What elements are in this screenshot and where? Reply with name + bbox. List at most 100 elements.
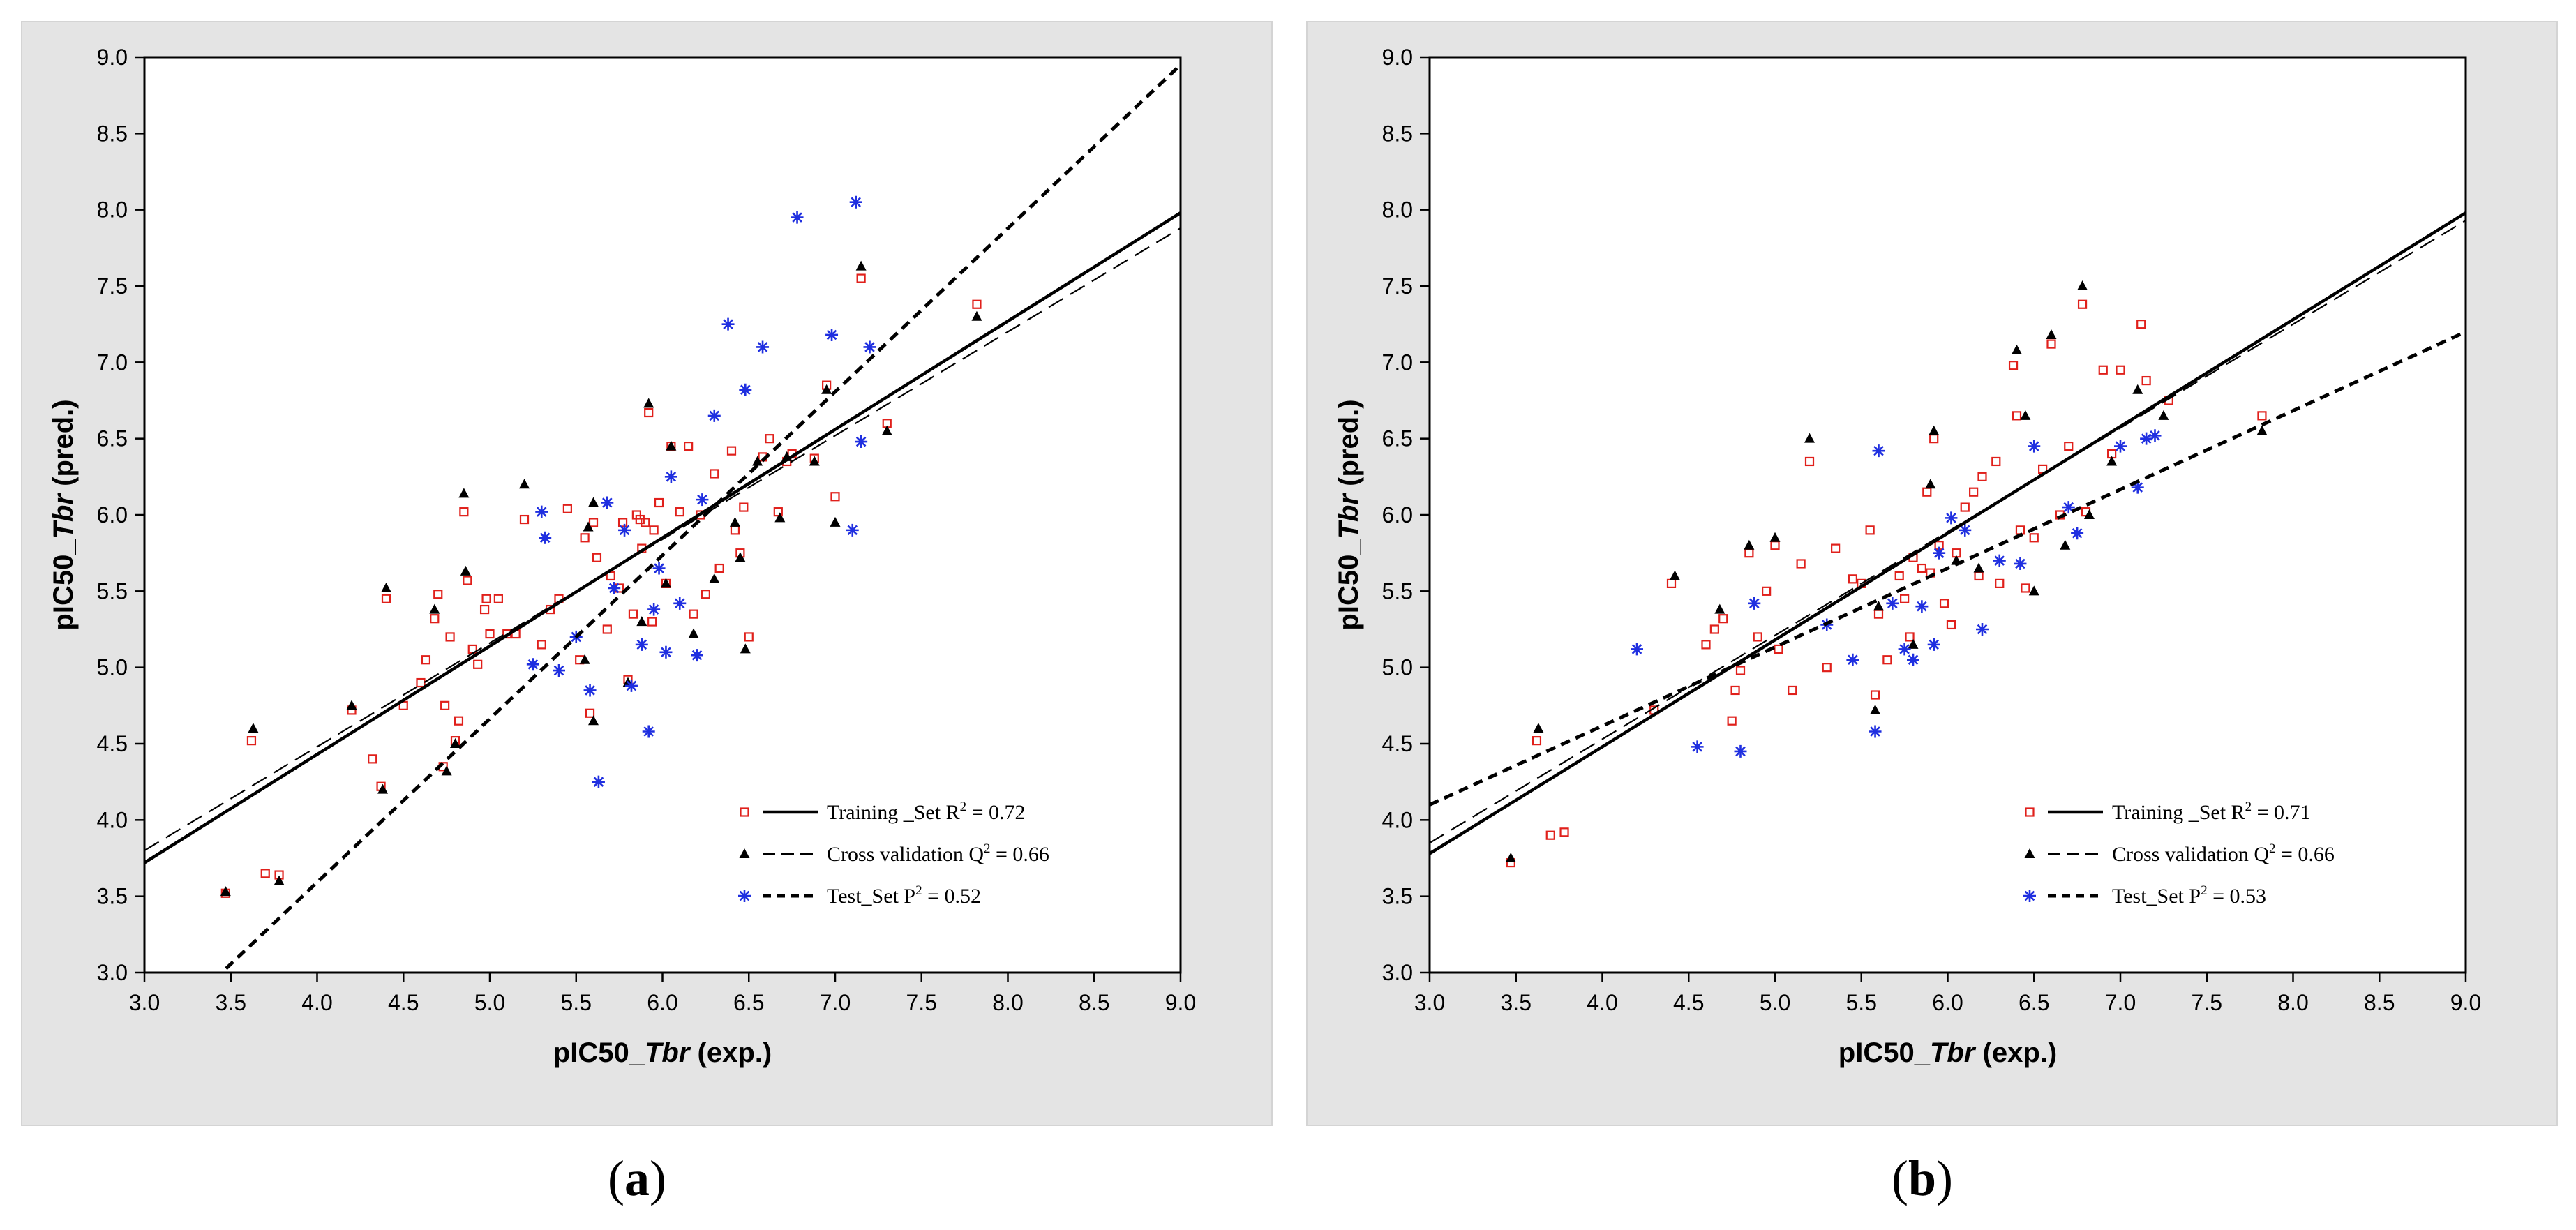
chart-a-series-1-point — [441, 765, 452, 776]
chart-panel-b: 3.0 3.5 4.0 4.5 5.0 5.5 6.0 6.5 7.0 7.5 8.0 8.5 9.0 3… — [1306, 21, 2558, 1126]
chart-b-series-2-point — [1927, 638, 1940, 651]
chart-a-legend-name-0: Training _Set R — [827, 801, 960, 824]
chart-b-series-2-point — [2114, 440, 2127, 453]
chart-b-series-1-point — [2020, 410, 2031, 420]
chart-a-series-0-point — [972, 299, 982, 309]
chart-a-x-tick-label: 3.0 — [129, 990, 160, 1015]
chart-b-series-2-point — [2131, 481, 2144, 494]
chart-a-series-2-point — [647, 603, 661, 616]
chart-a-legend-superscript-1: 2 — [984, 841, 991, 856]
chart-a-series-1-point — [752, 456, 763, 466]
chart-a-series-0-point — [641, 518, 650, 527]
chart-a-series-2-point — [583, 684, 597, 697]
chart-a-series-0-point — [701, 590, 710, 599]
chart-b-y-tick-label: 3.0 — [1382, 960, 1413, 985]
chart-a-svg: 3.0 3.5 4.0 4.5 5.0 5.5 6.0 6.5 7.0 7.5 8.0 8.5 9.0 3… — [48, 45, 1196, 1068]
chart-a-legend-label-2: Test_Set P2 = 0.52 — [827, 883, 981, 908]
chart-b-legend-label-2: Test_Set P2 = 0.53 — [2112, 883, 2266, 908]
chart-b-x-tick-label: 4.5 — [1673, 990, 1704, 1015]
chart-a-x-tick-label: 5.5 — [561, 990, 592, 1015]
chart-a-series-0-point — [440, 700, 450, 710]
chart-b-legend-superscript-1: 2 — [2269, 841, 2276, 856]
chart-b-series-1-point — [1744, 539, 1755, 550]
chart-b-series-2-point — [1976, 623, 1989, 636]
chart-a-series-1-point — [346, 700, 357, 710]
chart-a-series-1-point — [588, 497, 599, 507]
chart-b-series-2-point — [1734, 744, 1747, 758]
chart-a-series-0-point — [635, 514, 645, 525]
chart-b-series-2-point — [1886, 597, 1899, 610]
chart-b-series-0-point — [1905, 632, 1915, 642]
chart-b-series-2-point — [1993, 554, 2006, 567]
chart-a-series-0-point — [684, 441, 694, 451]
chart-a-series-0-point — [473, 659, 483, 669]
chart-a-series-0-point — [562, 504, 572, 513]
chart-b-series-0-point — [1960, 502, 1970, 512]
chart-a-series-0-point — [454, 716, 464, 726]
chart-b-series-2-point — [1898, 643, 1911, 656]
chart-a-series-0-point — [519, 514, 530, 525]
chart-a-series-1-point — [274, 875, 285, 885]
chart-a-legend-value-0: = 0.72 — [966, 801, 1025, 824]
chart-a-series-0-point — [592, 553, 602, 562]
chart-b-y-tick-label: 9.0 — [1382, 45, 1413, 70]
chart-b-y-tick-label: 5.0 — [1382, 655, 1413, 680]
chart-a-series-2-point — [707, 409, 721, 422]
chart-b-legend-superscript-0: 2 — [2245, 800, 2252, 814]
chart-a-x-tick-label: 8.0 — [992, 990, 1023, 1015]
chart-a-series-0-point — [647, 617, 657, 627]
chart-a-x-tick-label: 4.5 — [388, 990, 419, 1015]
chart-b-series-0-point — [2046, 339, 2056, 349]
chart-a-legend: Training _Set R 2 = 0.72 Cross validation … — [738, 800, 1049, 908]
chart-a-series-0-point — [649, 525, 659, 535]
chart-b-series-0-point — [1865, 525, 1875, 535]
chart-b-x-axis-label-prefix: pIC50_ — [1839, 1037, 1931, 1068]
chart-b-series-1-point — [2256, 425, 2268, 435]
chart-b-series-0-point — [1977, 472, 1987, 481]
chart-b-series-1-point — [2077, 280, 2088, 290]
chart-b-x-tick-label: 8.5 — [2364, 990, 2395, 1015]
chart-b-series-0-point — [1939, 599, 1949, 608]
chart-a-series-1-point — [429, 603, 440, 614]
chart-b-series-1-point — [2132, 384, 2143, 394]
chart-b-series-0-fit-line — [1430, 211, 2466, 855]
chart-b-series-2-point — [1915, 600, 1929, 613]
chart-a-legend-marker-1 — [739, 848, 750, 858]
chart-b-series-1-point — [1973, 562, 1984, 573]
chart-a-legend-name-2: Test_Set P — [827, 885, 915, 908]
chart-b-y-tick-label: 7.5 — [1382, 273, 1413, 299]
chart-b-series-0-point — [2064, 441, 2074, 451]
chart-b-series-2-point — [1907, 653, 1919, 666]
caption-b: (b) — [1891, 1150, 1953, 1206]
chart-b-legend-marker-1 — [2024, 848, 2035, 858]
chart-a-series-1-point — [381, 582, 391, 592]
chart-a-y-tick-label: 8.5 — [97, 121, 128, 146]
chart-b-series-0-point — [1969, 487, 1979, 497]
chart-b-series-0-point — [1870, 690, 1880, 700]
chart-a-series-0-fit-line — [144, 211, 1181, 864]
chart-a-legend-marker-0 — [740, 807, 749, 817]
chart-a-series-0-point — [537, 640, 546, 650]
chart-b-y-axis-label-suffix: (pred.) — [1333, 399, 1364, 494]
chart-a-series-2-point — [855, 435, 868, 449]
chart-b-series-0-point — [1882, 655, 1892, 665]
chart-a-series-0-point — [689, 609, 698, 619]
chart-a-x-tick-label: 8.5 — [1079, 990, 1109, 1015]
chart-a-series-0-point — [260, 869, 270, 878]
chart-a-series-0-point — [585, 708, 595, 718]
chart-a-series-1-point — [460, 565, 471, 576]
chart-a-series-0-point — [856, 273, 866, 283]
chart-b-series-1-point — [2028, 585, 2039, 596]
caption-a-letter: a — [624, 1150, 650, 1206]
chart-b-axes: 3.0 3.5 4.0 4.5 5.0 5.5 6.0 6.5 7.0 7.5 8.0 8.5 9.0 3… — [1382, 45, 2482, 1015]
chart-b-x-tick-label: 7.5 — [2192, 990, 2222, 1015]
chart-b-series-0-point — [1735, 666, 1746, 675]
chart-b-series-2-point — [2148, 429, 2162, 442]
chart-b-series-2-point — [1748, 597, 1761, 610]
chart-a-legend-name-1: Cross validation Q — [827, 843, 984, 866]
chart-a-series-0-point — [830, 492, 840, 502]
chart-a-series-2-point — [721, 317, 735, 331]
chart-b-legend-value-1: = 0.66 — [2276, 843, 2335, 866]
chart-b-legend-value-2: = 0.53 — [2208, 885, 2266, 908]
